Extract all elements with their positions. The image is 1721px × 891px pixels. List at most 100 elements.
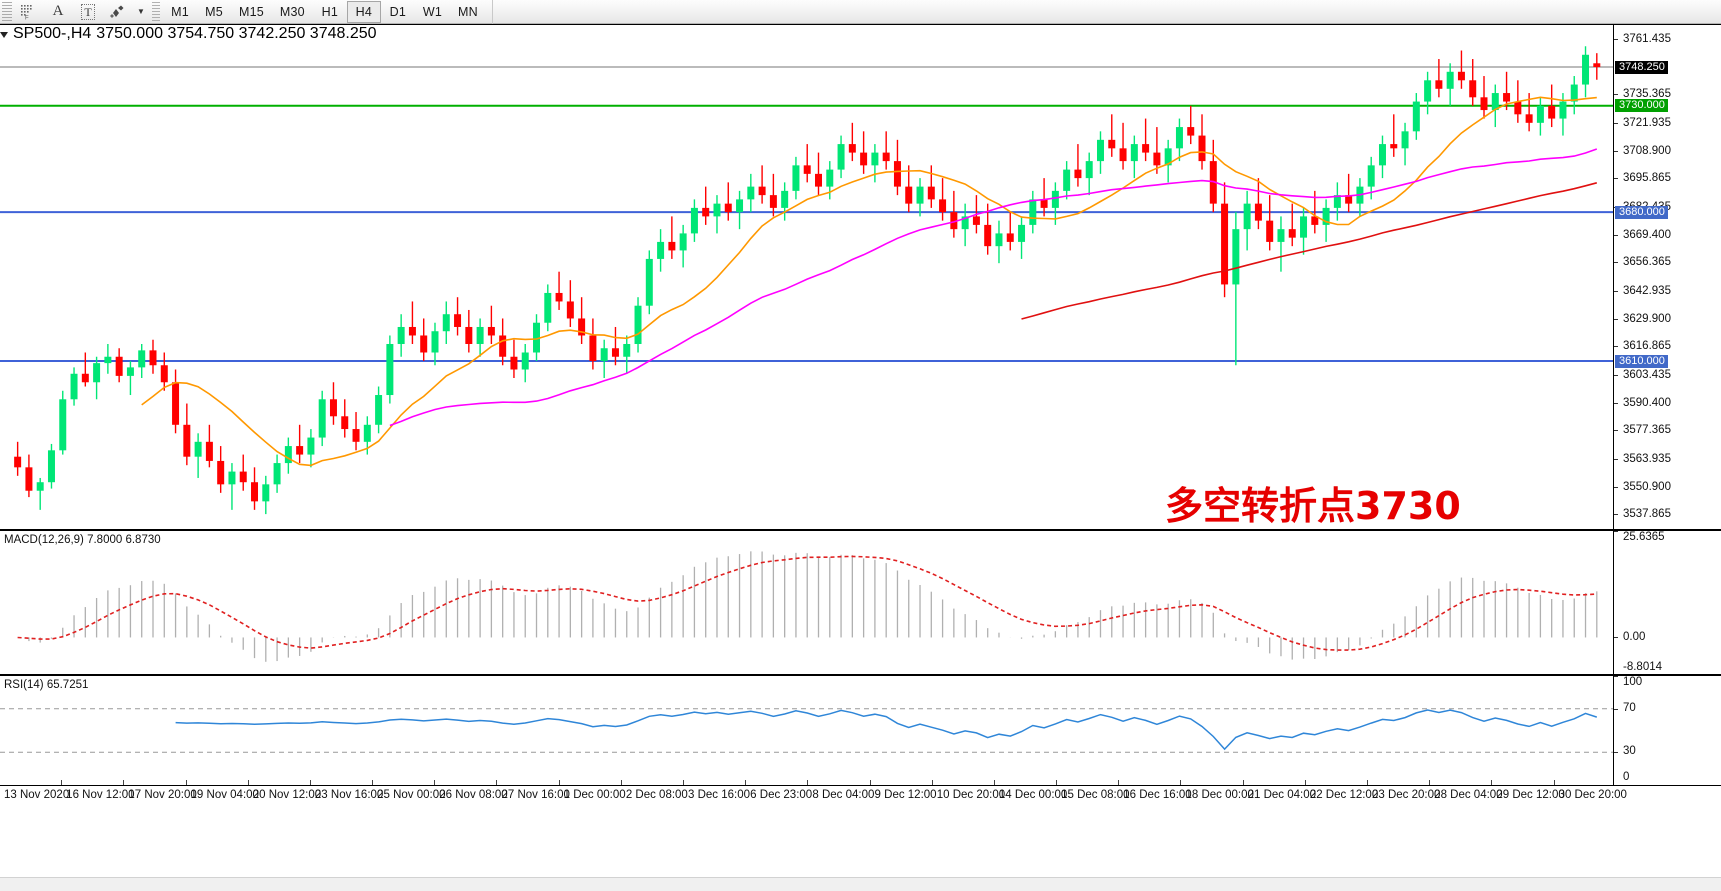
time-axis-tick — [1304, 780, 1306, 785]
time-axis-label: 22 Dec 12:00 — [1309, 789, 1379, 801]
price-axis-tick — [1614, 430, 1618, 432]
time-axis-label: 23 Dec 20:00 — [1372, 789, 1441, 801]
time-axis-tick — [558, 780, 560, 785]
price-axis-label: 3577.365 — [1623, 424, 1671, 437]
macd-axis-label: 25.6365 — [1623, 531, 1665, 543]
macd-axis[interactable]: 25.6365 0.00 -8.8014 — [1613, 531, 1721, 674]
time-axis-label: 16 Dec 16:00 — [1123, 789, 1192, 801]
price-axis-tick — [1614, 346, 1618, 348]
symbol-label: SP500-,H4 — [13, 25, 92, 42]
timeframe-group: M1 M5 M15 M30 H1 H4 D1 W1 MN — [163, 0, 486, 23]
timeframe-h4[interactable]: H4 — [346, 0, 381, 23]
macd-axis-tick — [1614, 637, 1618, 639]
timeframe-w1[interactable]: W1 — [422, 4, 442, 19]
collapse-triangle-icon[interactable] — [0, 31, 8, 38]
time-axis-label: 15 Dec 08:00 — [1061, 789, 1130, 801]
time-axis-tick — [372, 780, 374, 785]
time-axis-tick — [807, 780, 809, 785]
price-axis-tick — [1614, 234, 1618, 236]
text-label-glyph: T — [81, 3, 95, 20]
price-axis-label: 3669.400 — [1623, 228, 1671, 241]
macd-legend: MACD(12,26,9) 7.8000 6.8730 — [4, 534, 161, 546]
rsi-panel[interactable]: RSI(14) 65.7251 100 70 30 0 — [0, 675, 1721, 786]
time-axis-label: 26 Nov 08:00 — [439, 789, 508, 801]
macd-plot-region[interactable] — [0, 531, 1613, 674]
timeframe-d1[interactable]: D1 — [389, 4, 407, 19]
price-axis-label: 3537.865 — [1623, 508, 1671, 521]
price-axis-tick — [1614, 262, 1618, 264]
text-tool-icon[interactable]: A — [43, 1, 73, 23]
text-tool-glyph: A — [52, 3, 64, 19]
timeframe-m30[interactable]: M30 — [279, 4, 305, 19]
objects-icon[interactable] — [103, 1, 133, 23]
time-axis[interactable]: 13 Nov 2020 16 Nov 12:00 17 Nov 20:00 19 No… — [0, 780, 1721, 891]
toolbar-drag-handle[interactable] — [2, 1, 12, 22]
time-axis-label: 2 Dec 08:00 — [625, 789, 688, 801]
price-axis-tick — [1614, 486, 1618, 488]
time-axis-tick — [745, 780, 747, 785]
time-axis-tick — [61, 780, 63, 785]
price-axis[interactable]: 3761.435 3748.250 3735.365 3730.000 3721.935… — [1613, 25, 1721, 529]
price-axis-tick — [1614, 290, 1618, 292]
time-axis-tick — [247, 780, 249, 785]
chart-annotation: 多空转折点3730 — [1165, 484, 1461, 528]
timeframe-m1[interactable]: M1 — [171, 4, 189, 19]
horizontal-scrollbar[interactable] — [0, 877, 1721, 891]
price-axis-label: 3629.900 — [1623, 312, 1671, 325]
time-axis-label: 8 Dec 04:00 — [812, 789, 875, 801]
text-label-icon[interactable]: T — [73, 1, 103, 23]
price-axis-tick — [1614, 178, 1618, 180]
price-axis-label: 3656.365 — [1623, 256, 1671, 269]
price-axis-tick — [1614, 374, 1618, 376]
timeframe-m15[interactable]: M15 — [239, 4, 264, 19]
rsi-plot-region[interactable] — [0, 676, 1613, 785]
main-toolbar: F A T ▼ M1 M5 M15 M30 H1 H4 D1 W1 MN — [0, 0, 1721, 24]
time-axis-label: 18 Dec 00:00 — [1185, 789, 1254, 801]
time-axis-label: 17 Nov 20:00 — [128, 789, 197, 801]
price-axis-label: 3695.865 — [1623, 172, 1671, 185]
time-axis-tick — [993, 780, 995, 785]
timeframe-m5[interactable]: M5 — [205, 4, 223, 19]
timeframe-mn[interactable]: MN — [458, 4, 478, 19]
chevron-down-icon[interactable]: ▼ — [133, 1, 149, 23]
price-axis-tick — [1614, 402, 1618, 404]
crosshair-glyph: F — [21, 4, 32, 20]
objects-glyph — [110, 5, 124, 18]
price-candles-svg — [0, 46, 1613, 515]
price-axis-label: 3642.935 — [1623, 284, 1671, 297]
price-tag-3748-250: 3748.250 — [1615, 60, 1668, 74]
chart-area[interactable]: SP500-,H4 3750.000 3754.750 3742.250 374… — [0, 24, 1721, 891]
price-axis-tick — [1614, 122, 1618, 124]
time-axis-tick — [620, 780, 622, 785]
time-axis-tick — [1367, 780, 1368, 785]
time-axis-label: 28 Dec 04:00 — [1434, 789, 1503, 801]
time-axis-tick — [1242, 780, 1244, 785]
time-axis-tick — [1553, 780, 1555, 785]
time-axis-label: 9 Dec 12:00 — [874, 789, 937, 801]
time-axis-tick — [683, 780, 684, 785]
price-tag-3680-000: 3680.000 — [1615, 205, 1668, 219]
time-axis-label: 27 Nov 16:00 — [501, 789, 570, 801]
time-axis-tick — [185, 780, 187, 785]
price-axis-tick — [1614, 318, 1618, 320]
time-axis-label: 21 Dec 04:00 — [1247, 789, 1317, 801]
rsi-axis[interactable]: 100 70 30 0 — [1613, 676, 1721, 785]
time-axis-label: 16 Nov 12:00 — [66, 789, 135, 801]
svg-text:F: F — [25, 15, 29, 20]
price-plot-region[interactable] — [0, 25, 1613, 529]
time-axis-tick — [931, 780, 933, 785]
rsi-axis-tick — [1614, 676, 1618, 677]
time-axis-label: 29 Dec 12:00 — [1496, 789, 1565, 801]
price-tag-3730-000: 3730.000 — [1615, 99, 1668, 113]
macd-panel[interactable]: MACD(12,26,9) 7.8000 6.8730 25.6365 0.00 -… — [0, 530, 1721, 675]
time-axis-tick — [1429, 780, 1431, 785]
price-panel[interactable]: SP500-,H4 3750.000 3754.750 3742.250 374… — [0, 24, 1721, 530]
time-axis-label: 1 Dec 00:00 — [563, 789, 626, 801]
crosshair-icon[interactable]: F — [13, 1, 43, 23]
price-axis-label: 3616.865 — [1623, 340, 1671, 353]
price-axis-label: 3721.935 — [1623, 116, 1671, 129]
time-axis-tick — [123, 780, 125, 785]
time-axis-label: 23 Nov 16:00 — [314, 789, 384, 801]
time-axis-label: 19 Nov 04:00 — [190, 789, 259, 801]
timeframe-h1[interactable]: H1 — [321, 4, 339, 19]
